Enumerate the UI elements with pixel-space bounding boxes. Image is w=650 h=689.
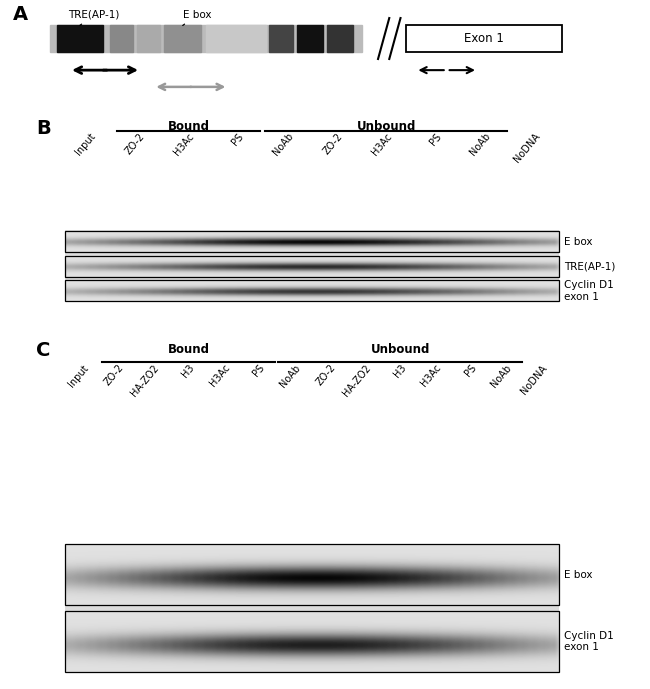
Text: B: B (36, 119, 51, 138)
Text: A: A (13, 5, 28, 24)
Text: H3Ac: H3Ac (207, 362, 231, 389)
Bar (57, 25, 103, 52)
Bar (207, 25, 266, 52)
Text: PS: PS (252, 362, 266, 378)
Text: Cyclin D1
exon 1: Cyclin D1 exon 1 (564, 630, 614, 652)
Bar (269, 25, 292, 52)
Text: NoAb: NoAb (489, 362, 514, 389)
Text: NoAb: NoAb (278, 362, 302, 389)
Text: NoAb: NoAb (270, 132, 295, 158)
Text: Unbound: Unbound (370, 343, 430, 356)
Text: PS: PS (463, 362, 478, 378)
Text: Bound: Bound (168, 343, 209, 356)
Text: Cyclin D1
exon 1: Cyclin D1 exon 1 (564, 280, 614, 302)
Bar (51, 25, 363, 52)
Text: HA-ZO2: HA-ZO2 (129, 362, 161, 398)
Bar (136, 25, 161, 52)
Bar (164, 25, 202, 52)
Text: Input: Input (66, 362, 90, 389)
Text: ZO-2: ZO-2 (314, 362, 337, 388)
Text: H3: H3 (391, 362, 408, 380)
Bar (327, 25, 353, 52)
Text: PS: PS (428, 132, 443, 147)
Text: PS: PS (230, 132, 246, 147)
Text: HA-ZO2: HA-ZO2 (341, 362, 372, 398)
Bar (406, 25, 562, 52)
Text: Input: Input (73, 132, 98, 157)
Text: H3: H3 (180, 362, 196, 380)
Bar (65, 232, 559, 252)
Text: Unbound: Unbound (356, 121, 416, 133)
Text: ZO-2: ZO-2 (102, 362, 125, 388)
Text: Bound: Bound (168, 121, 209, 133)
Bar (110, 25, 133, 52)
Text: E box: E box (564, 570, 592, 579)
Text: TRE(AP-1): TRE(AP-1) (68, 10, 120, 25)
Bar (65, 544, 559, 605)
Text: H3Ac: H3Ac (172, 132, 196, 157)
Text: Exon 1: Exon 1 (464, 32, 504, 45)
Text: E box: E box (564, 237, 592, 247)
Text: TRE(AP-1): TRE(AP-1) (564, 261, 616, 271)
Text: NoDNA: NoDNA (519, 362, 549, 396)
Text: C: C (36, 341, 50, 360)
Bar (297, 25, 323, 52)
Text: NoDNA: NoDNA (512, 132, 542, 165)
Bar (65, 256, 559, 277)
Text: H3Ac: H3Ac (370, 132, 394, 157)
Text: ZO-2: ZO-2 (321, 132, 345, 156)
Text: E box: E box (183, 10, 211, 25)
Text: H3Ac: H3Ac (419, 362, 443, 389)
Bar (65, 280, 559, 301)
Text: NoAb: NoAb (468, 132, 493, 158)
Bar (65, 611, 559, 672)
Text: ZO-2: ZO-2 (124, 132, 147, 156)
